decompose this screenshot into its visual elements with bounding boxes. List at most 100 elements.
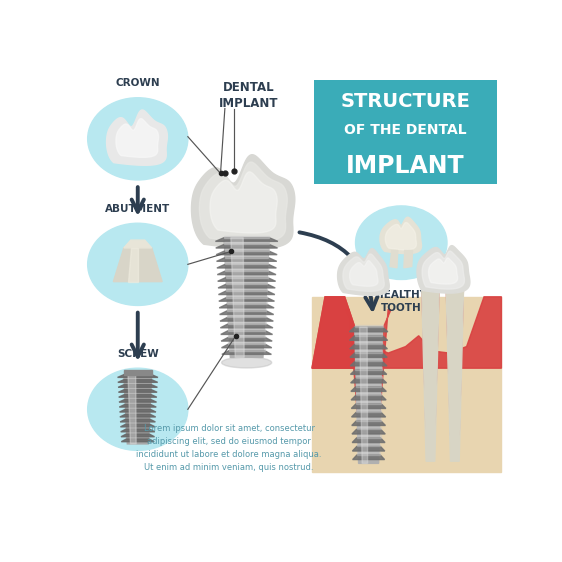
Polygon shape [121,434,155,437]
Polygon shape [120,414,156,417]
Polygon shape [120,419,155,422]
Polygon shape [221,344,272,348]
Polygon shape [228,336,265,337]
Polygon shape [117,375,158,378]
Polygon shape [215,238,278,242]
Polygon shape [312,297,357,368]
Text: ABUTMENT: ABUTMENT [105,203,170,214]
Polygon shape [351,387,386,391]
Ellipse shape [88,368,188,450]
Polygon shape [352,455,384,460]
Polygon shape [128,375,136,444]
Polygon shape [227,315,266,318]
Polygon shape [355,333,382,336]
Polygon shape [119,395,157,397]
Polygon shape [404,251,413,268]
Polygon shape [107,110,167,165]
Polygon shape [224,242,269,244]
Polygon shape [231,238,244,357]
Polygon shape [210,172,277,233]
Polygon shape [225,256,269,257]
Polygon shape [338,249,389,296]
Polygon shape [350,344,387,349]
Polygon shape [357,452,380,455]
Polygon shape [216,257,277,261]
Polygon shape [119,400,157,402]
Text: HEALTHY
TOOTH: HEALTHY TOOTH [375,291,427,313]
Polygon shape [221,337,272,341]
Polygon shape [217,271,276,275]
Polygon shape [350,327,388,332]
Polygon shape [351,404,386,409]
Polygon shape [355,342,382,344]
Polygon shape [124,375,152,444]
Polygon shape [124,370,152,375]
Text: CROWN: CROWN [115,78,160,88]
Polygon shape [351,378,387,383]
Polygon shape [352,413,386,417]
Polygon shape [355,359,382,361]
Polygon shape [228,322,266,324]
Polygon shape [352,429,385,434]
Polygon shape [118,384,157,387]
Polygon shape [312,297,501,472]
Polygon shape [459,272,466,435]
Polygon shape [352,421,386,425]
Polygon shape [228,329,265,331]
Polygon shape [217,264,277,268]
Polygon shape [200,162,287,242]
Polygon shape [222,351,271,355]
Text: SCREW: SCREW [117,348,158,359]
Polygon shape [386,223,416,250]
Polygon shape [352,438,385,442]
Polygon shape [343,254,384,291]
Polygon shape [351,370,387,374]
Polygon shape [221,331,273,334]
Text: Lorem ipsum dolor sit amet, consectetur
adipiscing elit, sed do eiusmod tempor
i: Lorem ipsum dolor sit amet, consectetur … [137,424,322,472]
Polygon shape [218,284,275,288]
Polygon shape [390,251,398,268]
Ellipse shape [88,223,188,305]
Polygon shape [119,405,156,407]
Polygon shape [355,325,383,327]
Polygon shape [355,350,382,352]
Polygon shape [350,261,378,286]
Polygon shape [220,311,274,315]
Text: DENTAL
IMPLANT: DENTAL IMPLANT [219,81,279,110]
Polygon shape [380,217,422,253]
Polygon shape [128,248,138,282]
Ellipse shape [88,98,188,180]
Polygon shape [422,289,439,461]
Polygon shape [120,409,156,412]
Polygon shape [356,384,382,387]
Polygon shape [219,297,274,301]
Polygon shape [121,429,155,432]
Polygon shape [357,436,380,438]
Polygon shape [227,302,266,304]
Polygon shape [229,349,265,351]
Text: STRUCTURE: STRUCTURE [341,92,470,111]
Polygon shape [116,119,158,157]
Polygon shape [220,324,273,328]
Ellipse shape [221,357,271,368]
Polygon shape [226,296,267,297]
Polygon shape [219,304,274,308]
Polygon shape [225,262,268,264]
Polygon shape [228,342,265,344]
Polygon shape [220,318,273,321]
Polygon shape [225,249,269,251]
Polygon shape [435,272,442,435]
Polygon shape [312,297,501,368]
Polygon shape [120,424,155,427]
Polygon shape [360,327,368,464]
Polygon shape [118,380,158,382]
Polygon shape [350,336,388,340]
Polygon shape [224,238,269,357]
Polygon shape [119,389,157,392]
Polygon shape [352,446,385,451]
Polygon shape [216,251,277,255]
Polygon shape [422,251,464,289]
Polygon shape [429,258,457,284]
Polygon shape [357,444,380,446]
Ellipse shape [356,206,447,279]
